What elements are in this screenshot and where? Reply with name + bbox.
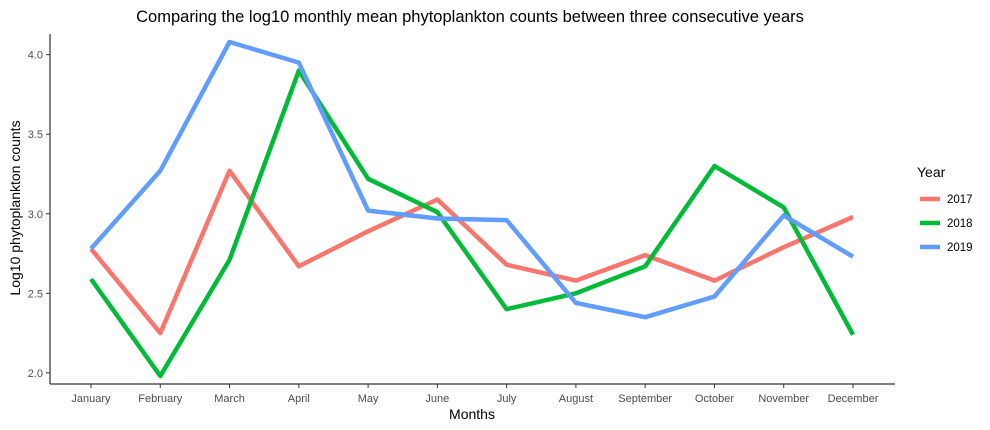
- y-axis-title: Log10 phytoplankton counts: [7, 120, 23, 295]
- chart-title: Comparing the log10 monthly mean phytopl…: [136, 8, 804, 26]
- x-tick-label: September: [618, 393, 672, 405]
- plot-area: [89, 39, 855, 379]
- x-tick-label: April: [288, 393, 310, 405]
- x-tick-label: May: [358, 393, 379, 405]
- y-tick-label: 4.0: [28, 50, 43, 62]
- legend-title: Year: [917, 164, 946, 180]
- y-tick-label: 2.0: [28, 368, 43, 380]
- y-tick-label: 3.0: [28, 209, 43, 221]
- x-tick-label: December: [828, 393, 879, 405]
- x-tick-label: June: [425, 393, 449, 405]
- legend-label-2018: 2018: [947, 218, 973, 230]
- x-tick-label: July: [497, 393, 517, 405]
- y-tick-label: 2.5: [28, 288, 43, 300]
- legend-label-2019: 2019: [947, 242, 973, 254]
- x-axis-title: Months: [449, 406, 495, 422]
- series-line-2019: [89, 39, 855, 320]
- series-line-2017: [89, 168, 854, 336]
- x-tick-label: October: [695, 393, 734, 405]
- x-tick-label: January: [71, 393, 111, 405]
- x-axis: January February March April May June July Augu…: [50, 383, 895, 405]
- x-tick-label: February: [138, 393, 183, 405]
- legend: Year 2017 2018 2019: [917, 164, 973, 254]
- series-line-2018: [89, 68, 855, 379]
- legend-label-2017: 2017: [947, 194, 973, 206]
- y-axis: 2.0 2.5 3.0 3.5 4.0: [28, 34, 51, 384]
- x-tick-label: March: [214, 393, 245, 405]
- x-tick-label: November: [758, 393, 809, 405]
- x-tick-label: August: [559, 393, 593, 405]
- y-tick-label: 3.5: [28, 129, 43, 141]
